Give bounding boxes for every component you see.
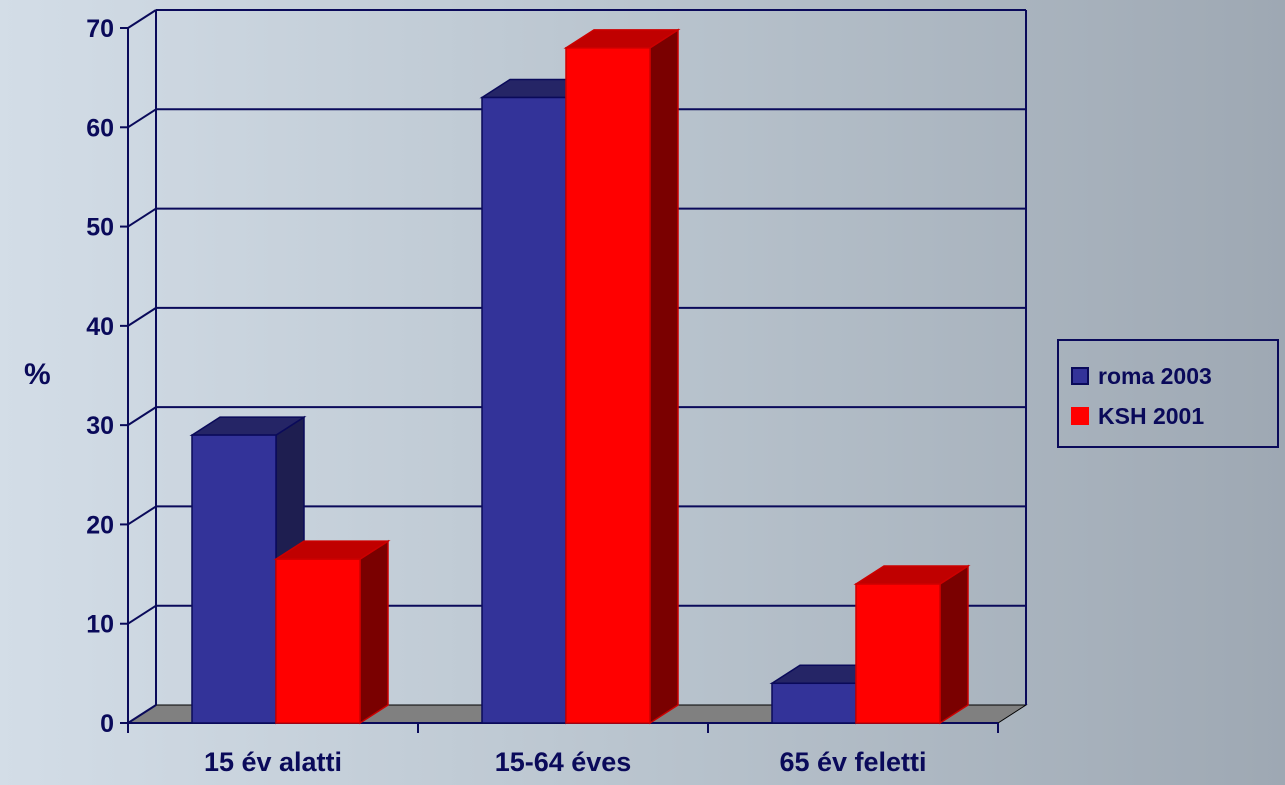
bar-side — [939, 564, 969, 725]
legend-item-series-2: KSH 2001 — [1071, 401, 1204, 431]
y-tick-label: 60 — [86, 114, 114, 142]
side-gridline — [127, 207, 157, 228]
y-tick-label: 50 — [86, 214, 114, 242]
y-tick-label: 70 — [86, 15, 114, 43]
bar-side — [359, 539, 389, 725]
y-tick-label: 20 — [86, 511, 114, 539]
bar — [275, 558, 361, 724]
side-gridline — [127, 704, 157, 724]
x-tick-label: 15-64 éves — [495, 747, 632, 777]
side-gridline — [127, 9, 157, 29]
bar — [481, 96, 567, 724]
legend: roma 2003 KSH 2001 — [1057, 339, 1279, 448]
legend-swatch-series-2 — [1071, 407, 1089, 425]
bar — [565, 47, 651, 724]
y-tick-label: 0 — [100, 710, 114, 738]
side-gridline — [127, 505, 157, 526]
y-axis-label: % — [24, 358, 51, 391]
bar — [191, 434, 277, 724]
side-gridline — [127, 406, 157, 426]
side-gridline — [127, 108, 157, 129]
y-tick-label: 40 — [86, 313, 114, 341]
bar — [771, 682, 857, 724]
x-tick-label: 15 év alatti — [204, 747, 342, 777]
legend-label-series-1: roma 2003 — [1098, 362, 1212, 389]
bar — [855, 583, 941, 724]
side-gridline — [127, 307, 157, 327]
bar-side — [649, 28, 679, 725]
x-tick-label: 65 év feletti — [779, 747, 926, 777]
side-gridline — [127, 604, 157, 625]
y-tick-label: 10 — [86, 611, 114, 639]
legend-label-series-2: KSH 2001 — [1098, 402, 1205, 429]
legend-item-series-1: roma 2003 — [1071, 361, 1212, 391]
legend-swatch-series-1 — [1071, 367, 1089, 385]
y-tick-label: 30 — [86, 412, 114, 440]
